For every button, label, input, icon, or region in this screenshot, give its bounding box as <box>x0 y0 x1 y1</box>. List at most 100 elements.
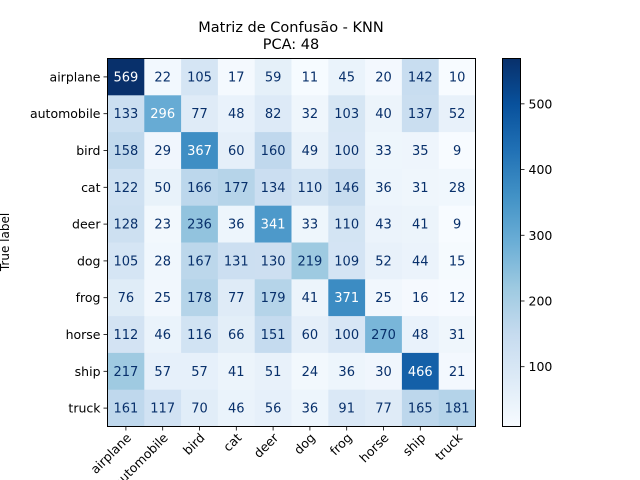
cell-value-label: 46 <box>228 402 245 417</box>
cell-value-label: 35 <box>412 144 429 159</box>
heatmap-cell <box>291 279 329 317</box>
heatmap-cell <box>217 58 256 96</box>
cell-value-label: 17 <box>228 70 245 85</box>
cell-value-label: 142 <box>408 70 433 85</box>
cell-value-label: 23 <box>154 218 171 233</box>
heatmap-cell <box>144 95 182 133</box>
heatmap-cell <box>438 352 476 391</box>
heatmap-cell <box>254 168 292 207</box>
heatmap-cell <box>254 242 292 280</box>
cell-value-label: 24 <box>302 365 319 380</box>
chart-title-line-1: Matriz de Confusão - KNN <box>198 20 383 36</box>
heatmap-cell <box>365 205 403 243</box>
heatmap-cell <box>401 58 440 96</box>
y-tick-label: cat <box>81 180 101 195</box>
heatmap-cell <box>365 242 403 280</box>
colorbar: 100 200 300 400 500 <box>502 58 553 427</box>
x-tick-label: horse <box>356 430 392 466</box>
cell-value-label: 43 <box>375 218 392 233</box>
heatmap-cell <box>181 205 219 243</box>
heatmap-cell <box>328 58 366 96</box>
cell-value-label: 466 <box>408 365 433 380</box>
cell-value-label: 31 <box>449 328 466 343</box>
colorbar-ticks: 100 200 300 400 500 <box>520 96 553 374</box>
x-tick-label: frog <box>327 430 355 458</box>
heatmap-cell <box>365 316 403 354</box>
heatmap-cell <box>365 132 403 170</box>
heatmap-cell <box>107 132 145 170</box>
cell-value-label: 217 <box>113 365 138 380</box>
cell-value-label: 44 <box>412 254 429 269</box>
cell-value-label: 56 <box>265 402 282 417</box>
cell-value-label: 28 <box>449 181 466 196</box>
cell-value-label: 11 <box>302 70 319 85</box>
heatmap-cell <box>328 242 366 280</box>
cell-value-label: 51 <box>265 365 282 380</box>
cell-value-label: 110 <box>297 181 322 196</box>
x-tick-label: dog <box>291 430 318 457</box>
heatmap-cell <box>107 242 145 280</box>
cell-value-label: 57 <box>154 365 171 380</box>
cell-value-label: 36 <box>375 181 392 196</box>
cell-value-label: 151 <box>261 328 286 343</box>
heatmap-cell <box>365 95 403 133</box>
heatmap-cell <box>254 132 292 170</box>
cell-value-label: 100 <box>334 328 359 343</box>
cell-value-label: 91 <box>338 402 355 417</box>
heatmap-cell <box>181 316 219 354</box>
cell-value-label: 9 <box>453 218 461 233</box>
y-tick-label: horse <box>66 327 101 342</box>
heatmap-cell <box>401 316 440 354</box>
heatmap-cell <box>181 58 219 96</box>
cell-value-label: 179 <box>261 291 286 306</box>
cell-value-label: 166 <box>187 181 212 196</box>
heatmap-cell <box>107 316 145 354</box>
cell-value-label: 146 <box>334 181 359 196</box>
heatmap-cell <box>438 279 476 317</box>
heatmap-cell <box>144 168 182 207</box>
heatmap-cell <box>217 279 256 317</box>
x-tick-label: truck <box>432 429 466 463</box>
heatmap-cell <box>328 205 366 243</box>
cell-value-label: 25 <box>375 291 392 306</box>
cell-value-label: 77 <box>375 402 392 417</box>
cell-value-label: 270 <box>371 328 396 343</box>
heatmap-cell <box>438 58 476 96</box>
colorbar-tick-label: 300 <box>529 228 553 243</box>
cell-value-label: 371 <box>334 291 359 306</box>
cell-value-label: 41 <box>302 291 319 306</box>
heatmap-cell <box>438 316 476 354</box>
heatmap-cell <box>328 316 366 354</box>
heatmap-cell <box>291 352 329 391</box>
cell-value-label: 161 <box>113 402 138 417</box>
cell-value-label: 46 <box>154 328 171 343</box>
cell-value-label: 165 <box>408 402 433 417</box>
heatmap-cell <box>181 95 219 133</box>
cell-value-label: 130 <box>261 254 286 269</box>
cell-value-label: 48 <box>412 328 429 343</box>
colorbar-tick-label: 100 <box>529 359 553 374</box>
heatmap-cell <box>401 242 440 280</box>
cell-value-label: 33 <box>302 218 319 233</box>
heatmap-cell <box>291 95 329 133</box>
y-tick-label: ship <box>75 364 101 379</box>
cell-value-label: 29 <box>154 144 171 159</box>
cell-value-label: 181 <box>445 402 470 417</box>
cell-value-label: 52 <box>449 107 466 122</box>
heatmap-cell <box>365 279 403 317</box>
cell-value-label: 178 <box>187 291 212 306</box>
heatmap-cell <box>291 389 329 427</box>
x-tick-label: ship <box>400 430 429 459</box>
heatmap-cell <box>107 389 145 427</box>
cell-value-label: 41 <box>228 365 245 380</box>
cell-value-label: 100 <box>334 144 359 159</box>
cell-value-label: 341 <box>261 218 286 233</box>
cell-value-label: 116 <box>187 328 212 343</box>
cell-value-label: 32 <box>302 107 319 122</box>
heatmap-cell <box>181 132 219 170</box>
heatmap-cell <box>365 168 403 207</box>
cell-value-label: 21 <box>449 365 466 380</box>
heatmap-cell <box>107 279 145 317</box>
